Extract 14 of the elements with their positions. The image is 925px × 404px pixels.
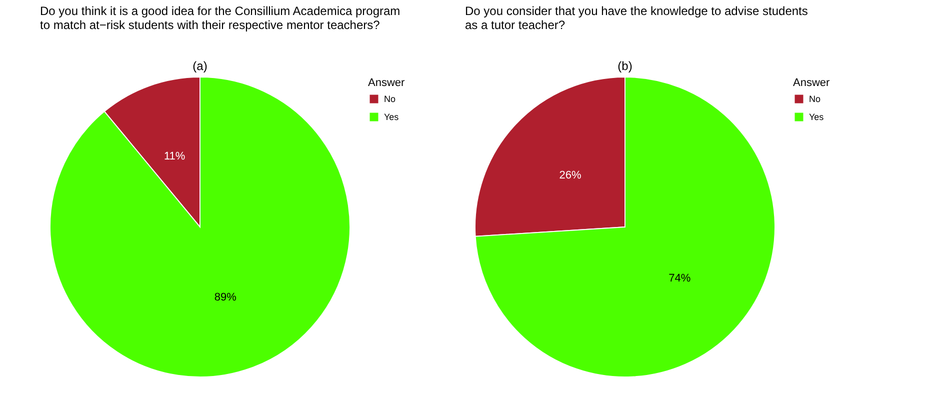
data-label: 89% bbox=[214, 292, 237, 304]
chart-title: Do you consider that you have the knowledge to advise students as a tutor teacher? bbox=[465, 4, 808, 32]
legend-title: Answer bbox=[368, 77, 406, 89]
data-label: 11% bbox=[164, 150, 186, 162]
data-label: 74% bbox=[668, 272, 691, 284]
legend-label: No bbox=[384, 94, 396, 104]
legend-label: No bbox=[809, 94, 821, 104]
legend-label: Yes bbox=[809, 112, 824, 122]
legend-label: Yes bbox=[384, 112, 400, 122]
chart-subtitle: (b) bbox=[618, 59, 632, 73]
chart-title: Do you think it is a good idea for the Consillium Academica program to match at−risk students with their respective mentor teachers? bbox=[40, 4, 400, 32]
legend-title: Answer bbox=[793, 77, 830, 89]
data-label: 26% bbox=[559, 170, 582, 182]
chart-subtitle: (a) bbox=[192, 59, 208, 73]
